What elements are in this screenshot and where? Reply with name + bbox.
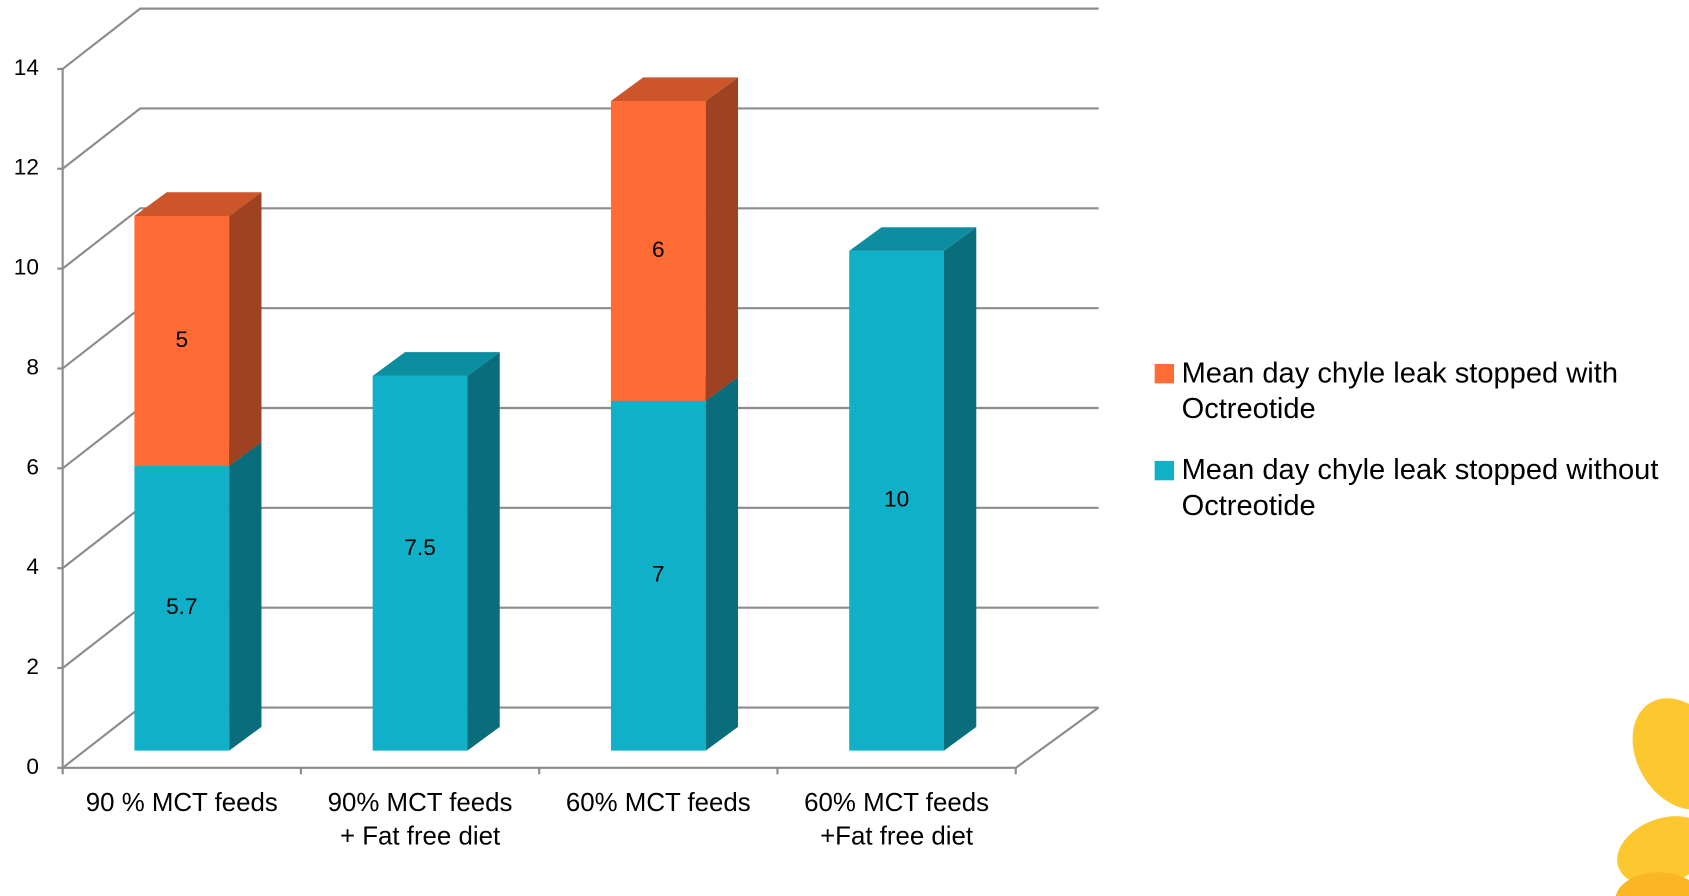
grid-line [61,7,1099,70]
data-label: 5 [175,327,188,352]
bar-top [372,352,500,376]
y-tick-label: 4 [26,554,39,579]
x-tick-label-box: 90% MCT feeds + Fat free diet [327,788,513,851]
data-label: 7.5 [404,535,435,560]
bar [372,352,500,751]
data-label: 5.7 [166,594,197,619]
bar-top [610,77,739,102]
bar-side [705,77,739,401]
legend-label-box: Mean day chyle leak stopped without Octr… [1181,453,1659,522]
legend-label: Mean day chyle leak stopped with Octreot… [1181,356,1618,425]
bar-front [849,250,944,751]
grid-line [61,107,1099,170]
bar-front [372,375,468,751]
x-tick-label-box: 60% MCT feeds +Fat free diet [804,788,990,851]
legend-swatch [1154,364,1175,384]
data-label: 10 [884,487,909,512]
x-tick-label: 60% MCT feeds [565,788,751,818]
y-tick-label: 0 [26,754,39,779]
bar-top [849,227,977,251]
x-tick-label-box: 90 % MCT feeds [85,788,278,818]
x-tick-label: 60% MCT feeds +Fat free diet [804,788,990,851]
bar [849,227,977,751]
x-tick-label-box: 60% MCT feeds [565,788,751,818]
floor-right [1015,706,1100,769]
y-tick-label: 10 [14,255,39,280]
y-tick-label: 8 [26,354,39,379]
legend-label-box: Mean day chyle leak stopped with Octreot… [1181,356,1618,425]
bar-side [229,192,262,466]
bar-front [134,215,230,466]
bar [610,377,739,751]
grid-line [61,207,1099,270]
legend-swatch [1154,460,1175,481]
bar [134,192,262,466]
bar-front [134,465,230,751]
bar-side [229,442,262,751]
bar-top [134,192,262,216]
bar-front [610,101,706,401]
x-tick-label: 90% MCT feeds + Fat free diet [327,788,513,851]
bar-side [705,377,739,751]
bar [610,77,739,401]
legend-label: Mean day chyle leak stopped without Octr… [1181,453,1659,522]
y-tick-label: 12 [14,155,39,180]
y-tick-label: 14 [14,55,39,80]
x-tick-label: 90 % MCT feeds [85,788,278,818]
data-label: 7 [652,562,665,587]
bar-side [467,352,500,751]
data-label: 6 [652,237,665,262]
bar-side [943,227,977,751]
bar-front [610,400,706,751]
bar [134,442,262,751]
y-tick-label: 6 [26,454,39,479]
y-tick-label: 2 [26,654,39,679]
decoration [1615,698,1689,896]
